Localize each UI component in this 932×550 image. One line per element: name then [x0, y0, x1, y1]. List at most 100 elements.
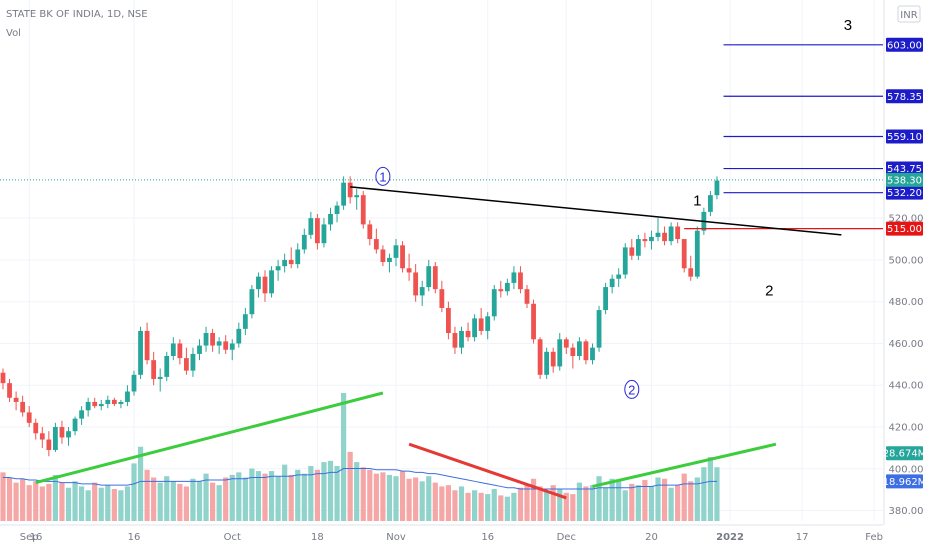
candle-up — [295, 249, 301, 265]
time-axis[interactable]: 16Sep16Oct18Nov16Dec20202217Feb15Mar16 — [0, 524, 932, 543]
volume-bar — [485, 494, 491, 521]
trendline — [350, 186, 842, 236]
volume-bar — [210, 482, 216, 521]
volume-bar — [79, 486, 85, 521]
volume-bar — [589, 485, 596, 521]
volume-bar — [603, 487, 609, 521]
time-tick-label: Dec — [557, 532, 576, 543]
price-tick-label: 460.00 — [889, 339, 924, 350]
volume-bar — [478, 492, 484, 521]
volume-bar — [26, 485, 32, 521]
candle-up — [72, 418, 78, 432]
price-level-tag-bg — [886, 161, 923, 176]
currency-badge-text: INR — [900, 10, 917, 21]
volume-bar — [0, 472, 6, 521]
candle-up — [426, 266, 432, 288]
candle-up — [242, 314, 248, 329]
volume-bar — [275, 476, 281, 521]
candle-down — [20, 401, 26, 413]
candle-down — [184, 358, 189, 371]
volume-bar — [452, 490, 458, 521]
volume-bar — [399, 471, 406, 521]
price-tick-label: 420.00 — [889, 423, 924, 434]
volume-bar — [694, 477, 700, 521]
candle-down — [446, 307, 451, 334]
candle-up — [190, 353, 196, 371]
price-axis[interactable]: 380.00 400.00 420.00 440.00 460.00 480.00 500.… — [883, 0, 927, 525]
volume-bar — [177, 483, 183, 521]
candle-up — [249, 289, 255, 315]
volume-bar — [557, 489, 563, 521]
volume-bar — [550, 485, 556, 521]
volume-bar — [661, 478, 668, 521]
volume-bar — [242, 477, 248, 521]
candle-up — [282, 259, 288, 267]
candle-down — [59, 427, 65, 438]
candle-down — [439, 289, 445, 308]
volume-bar — [52, 474, 58, 521]
volume-bar — [616, 481, 622, 521]
volume-bar — [157, 482, 163, 521]
candle-up — [609, 278, 615, 288]
candle-up — [603, 287, 608, 311]
candle-up — [511, 272, 517, 283]
candle-up — [668, 226, 674, 242]
wave-label: 1 — [693, 193, 701, 210]
price-level-tag: 515.00 — [887, 224, 922, 235]
candle-up — [387, 257, 392, 263]
volume-bar — [642, 480, 648, 521]
volume-bar — [393, 476, 399, 521]
candle-down — [629, 247, 635, 256]
volume-bar — [439, 486, 445, 521]
currency-badge[interactable]: INR — [897, 5, 921, 23]
volume-bar — [282, 464, 288, 521]
candle-down — [675, 226, 681, 240]
price-level-tag-bg — [886, 37, 923, 52]
volume-value-tag-bg — [886, 446, 923, 461]
time-tick-label: Feb — [865, 532, 883, 543]
volume-bar — [596, 476, 602, 521]
volume-bar — [13, 482, 19, 521]
volume-bar — [59, 482, 65, 521]
price-level-tag-bg — [886, 221, 923, 236]
volume-bar — [380, 472, 386, 521]
candle-down — [360, 195, 366, 225]
volume-bar — [360, 467, 366, 521]
volume-label: Vol — [6, 28, 21, 39]
volume-pane — [0, 393, 720, 521]
wave-marker-label: 2 — [628, 382, 635, 397]
time-tick-label: 16 — [128, 532, 141, 543]
volume-bar — [236, 472, 242, 521]
volume-bar — [498, 495, 504, 521]
volume-bar — [458, 486, 465, 521]
candle-up — [485, 316, 491, 331]
price-level-tag-bg — [886, 129, 923, 144]
candle-down — [550, 351, 556, 367]
volume-bar — [701, 467, 707, 521]
volume-bar — [105, 485, 111, 521]
volume-bar — [6, 477, 13, 521]
wave-label: 2 — [765, 282, 773, 299]
volume-bar — [229, 474, 235, 521]
candle-up — [66, 431, 71, 438]
candle-up — [459, 330, 464, 348]
volume-bar — [570, 494, 576, 521]
volume-bar — [249, 468, 255, 521]
volume-bar — [327, 460, 334, 521]
candle-down — [570, 347, 576, 356]
wave-marker-label: 1 — [379, 169, 386, 184]
volume-bar — [622, 490, 628, 521]
candle-up — [655, 232, 661, 237]
candle-up — [557, 339, 563, 367]
volume-bar — [491, 489, 497, 521]
volume-bar — [367, 469, 373, 521]
candle-down — [642, 239, 648, 242]
price-tick-label: 520.00 — [889, 214, 924, 225]
volume-value-tag-bg — [886, 474, 923, 489]
volume-bar — [406, 478, 412, 521]
candle-down — [413, 272, 419, 296]
candle-down — [111, 399, 117, 405]
volume-bar — [288, 474, 294, 521]
volume-bar — [629, 483, 635, 521]
